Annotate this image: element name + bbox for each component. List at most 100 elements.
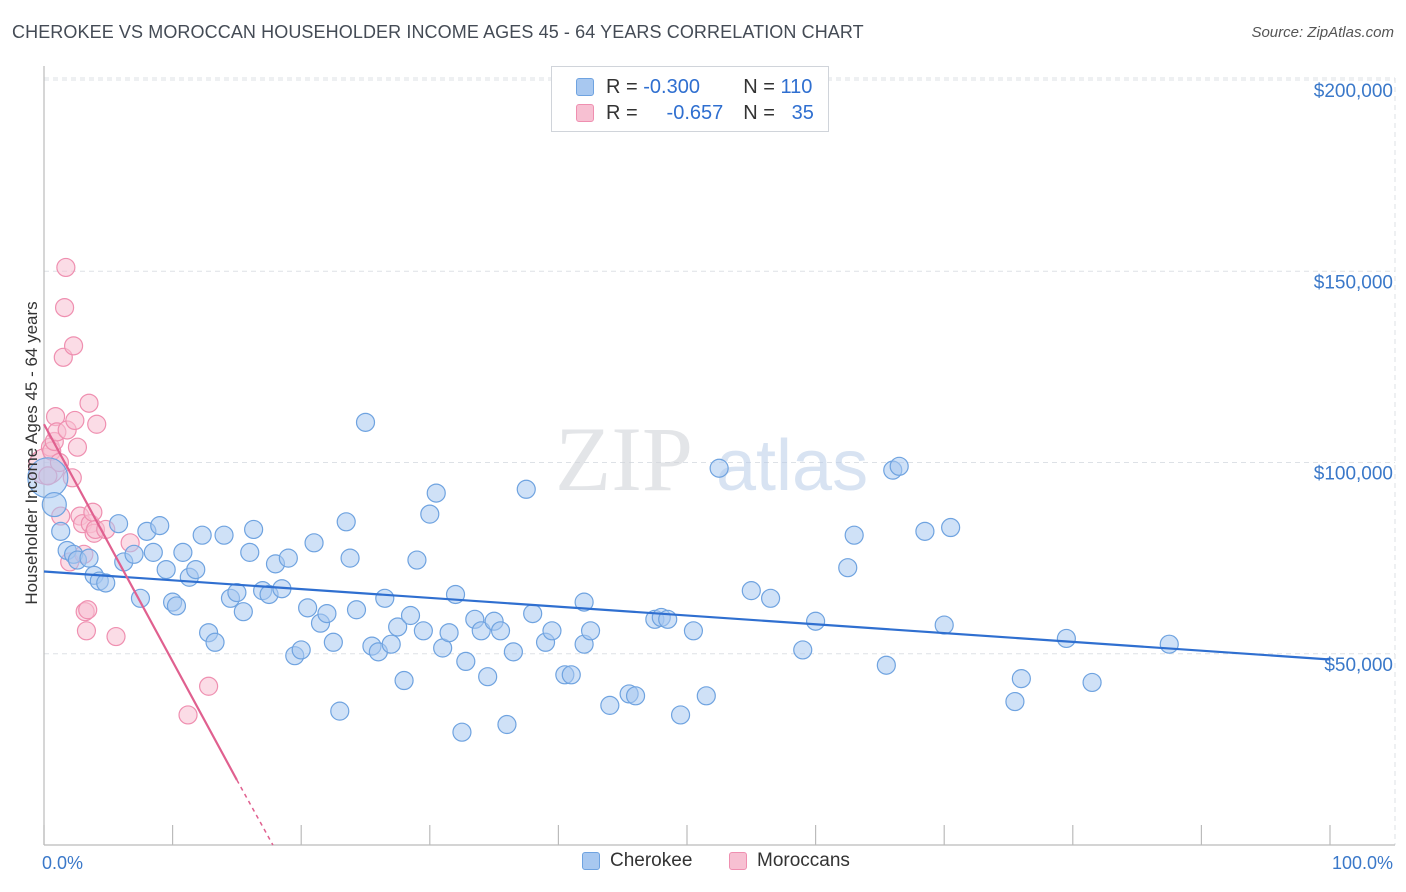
cherokee-point	[574, 592, 594, 612]
moroccan-point	[67, 437, 88, 457]
cherokee-point	[41, 491, 67, 518]
cherokee-point	[503, 642, 523, 662]
watermark-atlas: atlas	[716, 426, 868, 506]
cherokee-point	[346, 600, 367, 620]
moroccan-point	[78, 600, 98, 620]
cherokee-point	[516, 479, 536, 499]
moroccan-point	[63, 336, 84, 356]
cherokee-point	[1056, 628, 1076, 649]
cherokee-swatch	[582, 852, 600, 870]
cherokee-point	[497, 714, 517, 735]
cherokee-point	[240, 542, 260, 562]
cherokee-point	[340, 548, 360, 568]
legend-item-cherokee: Cherokee	[582, 850, 692, 872]
cherokee-point	[150, 516, 170, 536]
legend-r-value: -0.657	[666, 101, 724, 124]
cherokee-point	[244, 519, 264, 540]
y-tick-label: $100,000	[1314, 464, 1393, 485]
cherokee-point	[876, 655, 896, 675]
cherokee-point	[420, 504, 440, 524]
cherokee-point	[915, 521, 935, 541]
cherokee-point	[696, 686, 716, 706]
cherokee-point	[227, 582, 247, 603]
legend-n-value: 35	[791, 101, 814, 124]
cherokee-point	[355, 412, 376, 432]
series-cherokee	[27, 412, 1179, 742]
legend-item-moroccans: Moroccans	[729, 850, 850, 872]
cherokee-point	[561, 665, 581, 685]
cherokee-point	[1082, 672, 1102, 693]
cherokee-point	[580, 621, 601, 641]
cherokee-point	[1159, 634, 1179, 654]
moroccan-point	[199, 676, 219, 696]
cherokee-point	[388, 617, 408, 637]
y-axis-label: Householder Income Ages 45 - 64 years	[22, 301, 41, 604]
x-tick-label: 0.0%	[42, 853, 83, 873]
cherokee-swatch	[576, 78, 594, 96]
legend-item-label: Cherokee	[610, 850, 693, 871]
legend-row-cherokee: R = -0.300 N = 110	[552, 74, 812, 100]
cherokee-point	[304, 533, 324, 553]
trend-lines	[43, 423, 1331, 846]
cherokee-point	[471, 621, 491, 641]
cherokee-point	[96, 573, 116, 593]
legend-item-label: Moroccans	[757, 850, 850, 871]
legend-r-value: -0.300	[643, 75, 700, 98]
cherokee-point	[683, 621, 704, 641]
cherokee-point	[490, 621, 511, 641]
cherokee-point	[934, 615, 954, 635]
cherokee-point	[278, 548, 298, 568]
cherokee-point	[600, 695, 620, 715]
cherokee-point	[741, 581, 761, 601]
cherokee-point	[381, 634, 401, 654]
cherokee-point	[156, 559, 176, 580]
cherokee-point	[793, 640, 813, 660]
cherokee-point	[375, 588, 395, 608]
watermark-zip: ZIP	[555, 408, 693, 510]
cherokee-point	[79, 548, 99, 568]
y-tick-label: $150,000	[1314, 272, 1393, 293]
cherokee-point	[400, 605, 421, 626]
cherokee-point	[407, 550, 427, 570]
cherokee-point	[166, 596, 187, 616]
cherokee-point	[523, 603, 543, 624]
series-legend: Cherokee Moroccans	[0, 850, 1406, 878]
moroccan-point	[106, 626, 126, 647]
cherokee-point	[1011, 669, 1031, 689]
cherokee-point	[186, 559, 206, 580]
moroccan-point	[56, 257, 76, 278]
legend-n-value: 110	[780, 75, 813, 98]
moroccans-swatch	[576, 104, 594, 122]
moroccan-point	[178, 705, 198, 725]
cherokee-point	[542, 621, 562, 641]
cherokee-point	[108, 514, 129, 534]
moroccan-point	[87, 414, 107, 434]
cherokee-point	[844, 525, 864, 545]
cherokee-point	[336, 512, 356, 532]
cherokee-point	[709, 458, 729, 478]
cherokee-point	[205, 632, 225, 652]
moroccan-point	[76, 621, 97, 641]
cherokee-point	[456, 651, 476, 672]
cherokee-trend-line	[43, 570, 1331, 661]
cherokee-point	[760, 588, 781, 608]
cherokee-point	[805, 611, 826, 631]
legend-r-label: R =	[606, 75, 638, 98]
cherokee-point	[298, 598, 318, 618]
cherokee-point	[291, 640, 311, 660]
cherokee-point	[173, 542, 193, 562]
cherokee-point	[214, 525, 234, 545]
cherokee-point	[478, 667, 498, 687]
cherokee-point	[323, 632, 343, 652]
cherokee-point	[124, 544, 144, 564]
moroccan-trend-extension	[236, 779, 274, 846]
cherokee-point	[670, 705, 691, 725]
moroccan-point	[79, 393, 99, 413]
chart-title: CHEROKEE VS MOROCCAN HOUSEHOLDER INCOME …	[12, 22, 864, 42]
x-tick-label: 100.0%	[1332, 853, 1393, 873]
cherokee-point	[426, 483, 446, 503]
legend-n-label: N =	[743, 101, 775, 124]
moroccan-point	[65, 410, 85, 431]
cherokee-point	[317, 603, 337, 624]
y-tick-label: $200,000	[1314, 81, 1393, 102]
